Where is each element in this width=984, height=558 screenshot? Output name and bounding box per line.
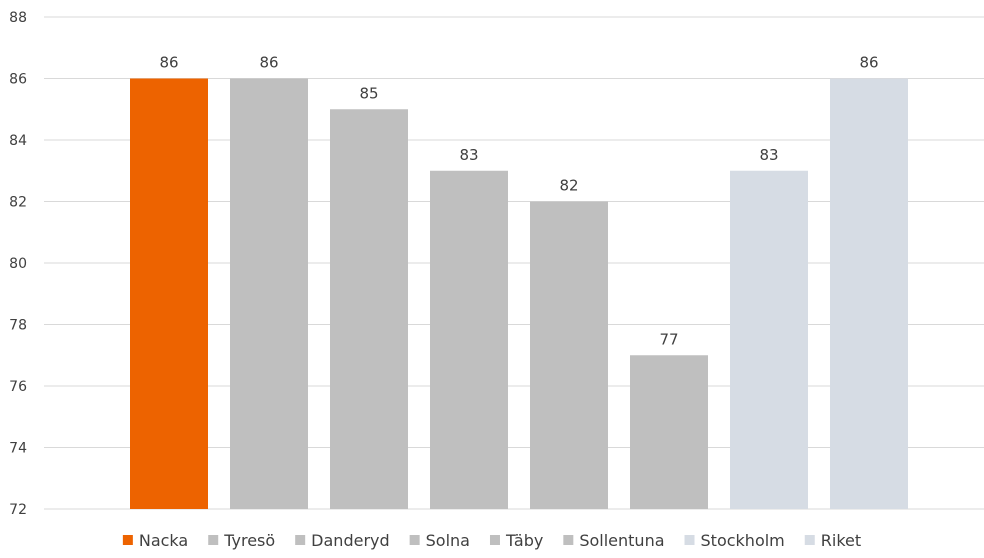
y-tick-label-88: 88 <box>9 10 27 26</box>
legend-label-tyresö: Tyresö <box>223 531 275 550</box>
legend-label-nacka: Nacka <box>139 531 188 550</box>
bar-täby <box>530 201 608 509</box>
bar-danderyd <box>330 109 408 509</box>
data-label-stockholm: 83 <box>759 146 778 164</box>
legend-label-danderyd: Danderyd <box>311 531 389 550</box>
data-label-sollentuna: 77 <box>659 330 678 348</box>
y-tick-label-78: 78 <box>9 318 27 334</box>
y-tick-label-76: 76 <box>9 379 27 395</box>
legend-swatch-nacka <box>122 535 133 545</box>
legend-label-riket: Riket <box>821 531 861 550</box>
data-labels: 86 86 85 83 82 77 83 86 <box>159 54 878 349</box>
bar-riket <box>830 78 908 509</box>
y-tick-label-74: 74 <box>9 441 27 457</box>
data-label-tyresö: 86 <box>259 54 278 72</box>
legend-label-stockholm: Stockholm <box>701 531 785 550</box>
y-tick-label-72: 72 <box>9 502 27 518</box>
bar-stockholm <box>730 170 808 509</box>
data-label-täby: 82 <box>559 177 578 195</box>
legend-swatch-danderyd <box>295 535 306 545</box>
data-label-danderyd: 85 <box>359 84 378 102</box>
y-tick-label-84: 84 <box>9 133 27 149</box>
legend-swatch-riket <box>804 535 815 545</box>
data-label-solna: 83 <box>459 146 478 164</box>
data-label-nacka: 86 <box>159 54 178 72</box>
legend-label-solna: Solna <box>426 531 470 550</box>
legend-label-sollentuna: Sollentuna <box>579 531 664 550</box>
legend-swatch-täby <box>489 535 500 545</box>
bar-nacka <box>130 78 208 509</box>
legend-swatch-tyresö <box>208 535 219 545</box>
data-label-riket: 86 <box>859 54 878 72</box>
y-axis-ticks: 72 74 76 78 80 82 84 86 88 <box>9 10 27 518</box>
legend-label-täby: Täby <box>505 531 543 550</box>
bar-solna <box>430 170 508 509</box>
bar-tyresö <box>230 78 308 509</box>
y-tick-label-80: 80 <box>9 256 27 272</box>
y-tick-label-86: 86 <box>9 72 27 88</box>
bars <box>130 78 908 509</box>
bar-sollentuna <box>630 355 708 509</box>
y-tick-label-82: 82 <box>9 195 27 211</box>
legend: Nacka Tyresö Danderyd Solna Täby Sollentuna St… <box>122 531 861 550</box>
legend-swatch-solna <box>409 535 420 545</box>
legend-swatch-sollentuna <box>563 535 574 545</box>
legend-swatch-stockholm <box>684 535 695 545</box>
